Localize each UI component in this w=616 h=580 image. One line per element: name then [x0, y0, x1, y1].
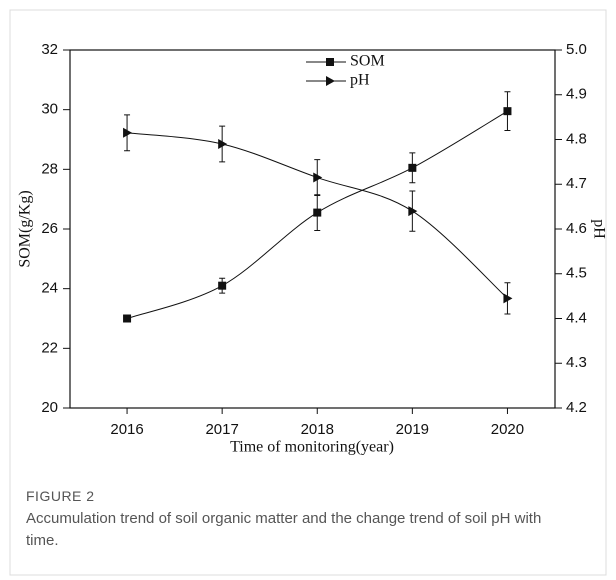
marker: [408, 206, 418, 217]
marker: [218, 281, 227, 290]
caption: Accumulation trend of soil organic matte…: [26, 510, 542, 549]
y2-axis-title: pH: [590, 219, 607, 239]
y2-tick-label: 4.5: [566, 265, 587, 282]
marker: [313, 172, 323, 183]
marker: [218, 138, 228, 149]
y2-tick-label: 5.0: [566, 41, 587, 58]
marker: [123, 127, 133, 138]
x-tick-label: 2019: [396, 421, 429, 438]
x-tick-label: 2020: [491, 421, 524, 438]
y-tick-label: 32: [41, 41, 58, 58]
x-tick-label: 2018: [301, 421, 334, 438]
y-tick-label: 24: [41, 280, 58, 297]
x-tick-label: 2017: [205, 421, 238, 438]
legend-label: pH: [350, 72, 370, 89]
y-tick-label: 22: [41, 339, 58, 356]
figure-label: FIGURE 2: [26, 488, 95, 504]
y-axis-title: SOM(g/Kg): [17, 190, 34, 267]
x-axis-title: Time of monitoring(year): [230, 439, 394, 456]
y-tick-label: 20: [41, 399, 58, 416]
y2-tick-label: 4.7: [566, 175, 587, 192]
figure-frame: [9, 9, 607, 576]
y2-tick-label: 4.6: [566, 220, 587, 237]
y2-tick-label: 4.9: [566, 86, 587, 103]
legend-marker: [326, 76, 335, 86]
legend-marker: [326, 58, 334, 66]
legend-label: SOM: [350, 53, 385, 70]
y2-tick-label: 4.8: [566, 130, 587, 147]
marker: [123, 314, 132, 323]
marker: [503, 293, 513, 304]
x-tick-label: 2016: [110, 421, 143, 438]
plot-frame: [69, 49, 556, 409]
y-tick-label: 28: [41, 160, 58, 177]
marker: [408, 163, 417, 172]
y2-tick-label: 4.2: [566, 399, 587, 416]
y2-tick-label: 4.4: [566, 309, 587, 326]
marker: [313, 208, 322, 217]
y-tick-label: 26: [41, 220, 58, 237]
marker: [503, 107, 512, 116]
y2-tick-label: 4.3: [566, 354, 587, 371]
y-tick-label: 30: [41, 101, 58, 118]
